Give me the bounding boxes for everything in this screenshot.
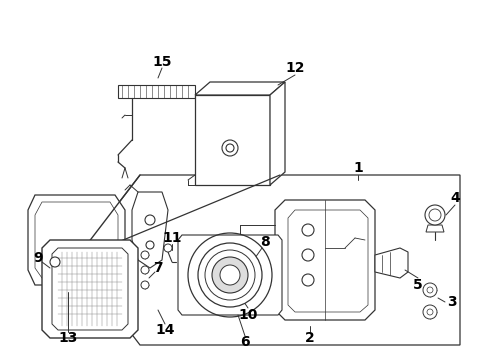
Polygon shape <box>42 240 138 338</box>
Text: 12: 12 <box>285 61 305 75</box>
Circle shape <box>226 144 234 152</box>
Text: 13: 13 <box>58 331 78 345</box>
Circle shape <box>141 281 149 289</box>
Polygon shape <box>118 85 195 98</box>
Polygon shape <box>178 235 282 315</box>
Text: 11: 11 <box>162 231 182 245</box>
Text: 9: 9 <box>33 251 43 265</box>
Polygon shape <box>195 95 270 185</box>
Text: 5: 5 <box>413 278 423 292</box>
Circle shape <box>222 140 238 156</box>
Polygon shape <box>270 82 285 185</box>
Circle shape <box>302 224 314 236</box>
Polygon shape <box>375 248 408 278</box>
Polygon shape <box>28 195 125 285</box>
Circle shape <box>146 241 154 249</box>
Circle shape <box>145 215 155 225</box>
Circle shape <box>423 283 437 297</box>
Circle shape <box>205 250 255 300</box>
Circle shape <box>212 257 248 293</box>
Polygon shape <box>132 192 168 268</box>
Circle shape <box>427 309 433 315</box>
Text: 10: 10 <box>238 308 258 322</box>
Polygon shape <box>195 82 285 95</box>
Circle shape <box>302 249 314 261</box>
Polygon shape <box>426 225 444 232</box>
Circle shape <box>220 265 240 285</box>
Circle shape <box>429 209 441 221</box>
Text: 4: 4 <box>450 191 460 205</box>
Circle shape <box>302 274 314 286</box>
Text: 8: 8 <box>260 235 270 249</box>
Circle shape <box>164 244 172 252</box>
Text: 2: 2 <box>305 331 315 345</box>
Circle shape <box>425 205 445 225</box>
Text: 14: 14 <box>155 323 175 337</box>
Text: 6: 6 <box>240 335 250 349</box>
Circle shape <box>427 287 433 293</box>
Circle shape <box>423 305 437 319</box>
Circle shape <box>141 251 149 259</box>
Circle shape <box>198 243 262 307</box>
Text: 1: 1 <box>353 161 363 175</box>
Circle shape <box>50 257 60 267</box>
Text: 15: 15 <box>152 55 172 69</box>
Polygon shape <box>275 200 375 320</box>
Text: 3: 3 <box>447 295 457 309</box>
Circle shape <box>141 266 149 274</box>
Text: 7: 7 <box>153 261 163 275</box>
